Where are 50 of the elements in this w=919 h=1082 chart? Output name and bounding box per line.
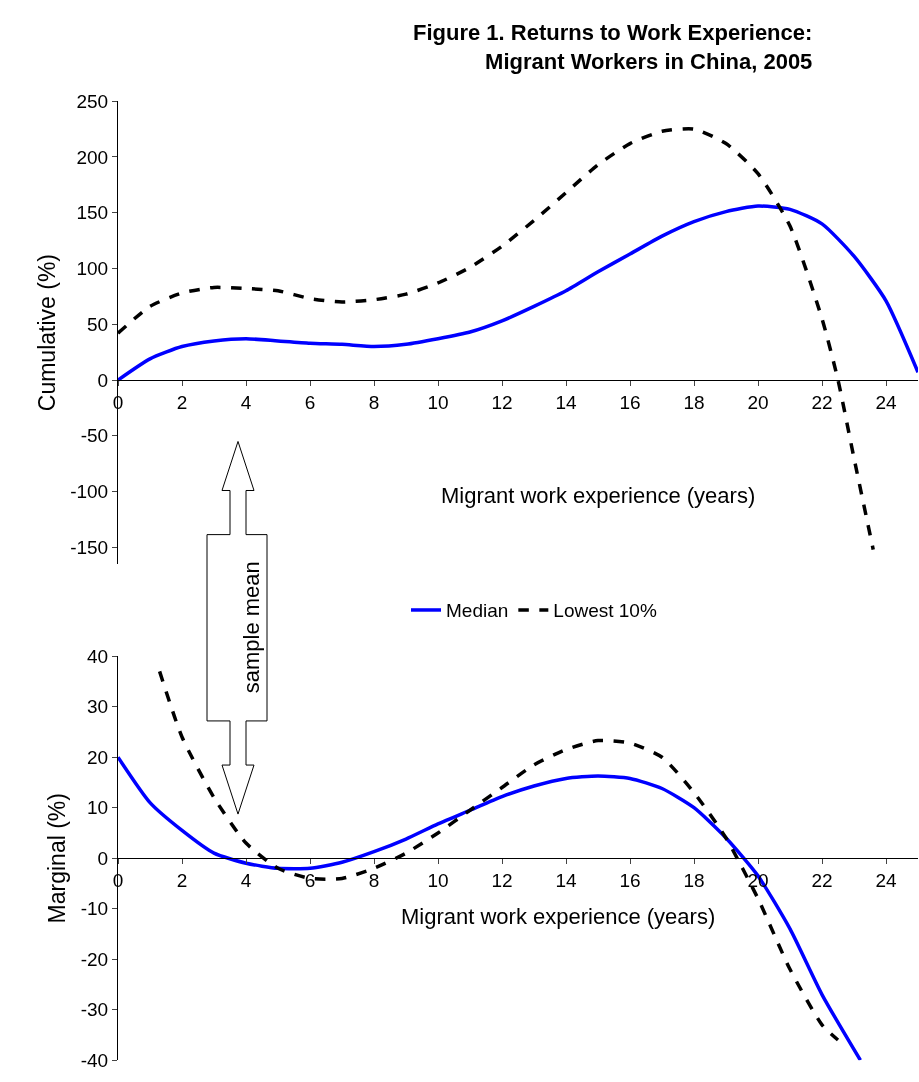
x-tick-label: 10 xyxy=(427,870,449,892)
y-tick-label: -150 xyxy=(70,536,109,558)
x-tick-label: 18 xyxy=(683,870,705,892)
y-tick-label: 100 xyxy=(76,258,109,280)
legend-label: Median xyxy=(446,600,509,622)
x-axis-title: Migrant work experience (years) xyxy=(401,904,716,929)
x-tick-label: 8 xyxy=(368,391,380,413)
y-tick-label: -40 xyxy=(80,1049,109,1071)
x-tick-label: 16 xyxy=(619,391,641,413)
y-tick-label: 0 xyxy=(97,847,109,869)
y-axis-title: Cumulative (%) xyxy=(33,254,60,412)
y-tick-label: 10 xyxy=(87,797,109,819)
x-tick-label: 22 xyxy=(811,870,833,892)
y-tick-label: 250 xyxy=(76,90,109,112)
y-tick-label: 0 xyxy=(97,369,109,391)
x-tick-label: 8 xyxy=(368,870,380,892)
y-tick-label: 150 xyxy=(76,202,109,224)
x-tick-label: 10 xyxy=(427,391,449,413)
line-series xyxy=(118,204,918,382)
x-tick-label: 18 xyxy=(683,391,705,413)
x-tick-label: 4 xyxy=(240,870,252,892)
x-tick-label: 6 xyxy=(304,870,316,892)
x-tick-label: 4 xyxy=(240,391,252,413)
x-tick-label: 20 xyxy=(747,391,769,413)
annotation: sample mean xyxy=(238,561,264,694)
y-tick-label: -10 xyxy=(80,898,109,920)
x-tick-label: 24 xyxy=(875,870,897,892)
x-tick-label: 24 xyxy=(875,391,897,413)
x-tick-label: 2 xyxy=(176,391,188,413)
x-axis-title: Migrant work experience (years) xyxy=(441,483,756,508)
y-tick-label: -100 xyxy=(70,481,109,503)
chart-title: Figure 1. Returns to Work Experience: Migrant Workers in China, 2005 xyxy=(413,20,813,74)
y-tick-label: 40 xyxy=(87,645,109,667)
x-tick-label: 6 xyxy=(304,391,316,413)
x-tick-label: 16 xyxy=(619,870,641,892)
y-tick-label: 50 xyxy=(87,313,109,335)
y-tick-label: 200 xyxy=(76,146,109,168)
y-axis-title: Marginal (%) xyxy=(44,793,71,924)
y-tick-label: 20 xyxy=(87,746,109,768)
legend-label: Lowest 10% xyxy=(553,600,657,622)
y-tick-label: -30 xyxy=(80,999,109,1021)
x-tick-label: 22 xyxy=(811,391,833,413)
x-tick-label: 14 xyxy=(555,391,577,413)
x-tick-label: 12 xyxy=(491,870,513,892)
x-tick-label: 12 xyxy=(491,391,513,413)
x-tick-label: 14 xyxy=(555,870,577,892)
y-tick-label: 30 xyxy=(87,696,109,718)
y-tick-label: -20 xyxy=(80,948,109,970)
y-tick-label: -50 xyxy=(80,425,109,447)
x-tick-label: 2 xyxy=(176,870,188,892)
